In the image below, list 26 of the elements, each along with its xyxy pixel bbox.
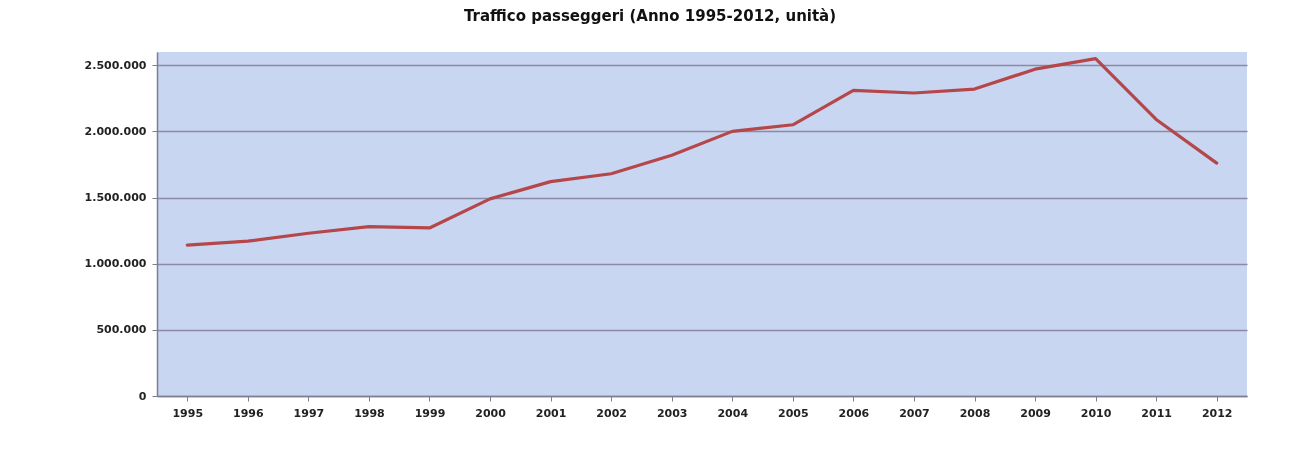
y-tick-label: 500.000 xyxy=(96,323,147,337)
y-tick-label: 1.500.000 xyxy=(84,191,147,205)
y-tick-label: 2.500.000 xyxy=(84,58,147,72)
x-tick-label: 2011 xyxy=(1141,406,1172,420)
x-tick-label: 1997 xyxy=(293,406,325,420)
x-tick-label: 2009 xyxy=(1020,406,1051,420)
line-series xyxy=(185,57,1219,247)
x-tick-label: 1995 xyxy=(172,406,204,420)
x-tick-label: 1998 xyxy=(354,406,385,420)
x-tick-label: 2010 xyxy=(1080,406,1112,420)
x-tick-label: 1999 xyxy=(414,406,446,420)
x-tick-label: 1996 xyxy=(233,406,264,420)
x-tick-label: 2003 xyxy=(656,406,688,420)
x-tick-label: 2000 xyxy=(475,406,507,420)
x-tick-label: 2008 xyxy=(959,406,991,420)
x-tick-label: 2005 xyxy=(778,406,809,420)
x-tick-label: 2006 xyxy=(838,406,870,420)
y-tick-label: 1.000.000 xyxy=(84,257,147,271)
x-tick-label: 2004 xyxy=(717,406,749,420)
x-tick-label: 2007 xyxy=(899,406,930,420)
y-tick-label: 0 xyxy=(138,389,147,403)
chart-title: Traffico passeggeri (Anno 1995-2012, unità) xyxy=(463,7,837,25)
x-tick-label: 2001 xyxy=(535,406,567,420)
x-tick-label: 2012 xyxy=(1201,406,1233,420)
x-tick-label: 2002 xyxy=(596,406,627,420)
y-tick-label: 2.000.000 xyxy=(84,124,147,138)
